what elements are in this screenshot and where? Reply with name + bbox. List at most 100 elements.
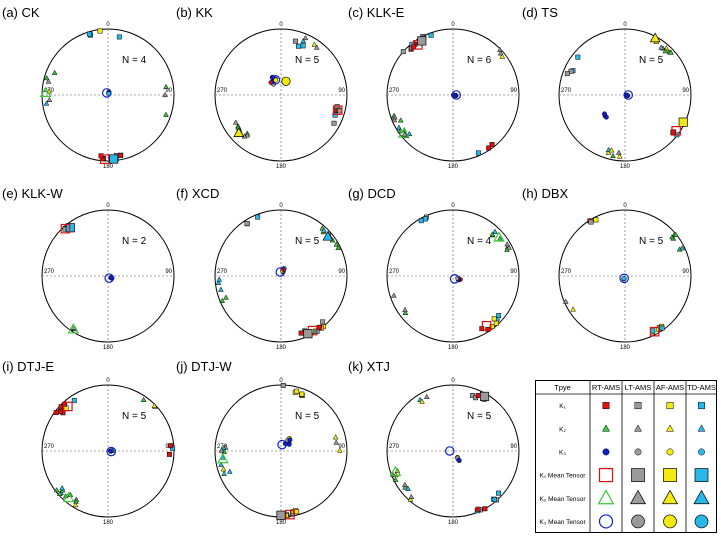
symbol-legend: Tpye RT-AMS LT-AMS AF-AMS TD-AMS K₁ K₂ K₃ K₁ Mea…	[535, 380, 717, 533]
k1-mean-tensor	[63, 401, 73, 412]
stereonet-panel: 0 180 90 270 N = 5	[205, 19, 357, 176]
degree-label-west: 270	[217, 88, 228, 94]
legend-row-label: K₁ Mean Tensor	[540, 473, 587, 480]
degree-label-east: 90	[165, 88, 172, 94]
k1-mean-tensor	[65, 223, 75, 233]
legend-k2m-td-symbol	[693, 489, 710, 505]
k2-axis-point	[216, 276, 223, 282]
k1-axis-point	[486, 145, 492, 151]
k2-axis-point	[402, 309, 409, 315]
legend-k3m-td-symbol	[694, 514, 709, 529]
k2-axis-point	[219, 297, 226, 303]
panel-title: (k) XTJ	[348, 359, 390, 374]
k1-axis-point	[476, 150, 481, 156]
k1-axis-point	[575, 54, 581, 60]
k1-mean-tensor	[285, 509, 295, 520]
k1-axis-point	[475, 393, 481, 398]
legend-k2m-rt-symbol	[597, 489, 615, 505]
k1-axis-point	[400, 49, 406, 55]
legend-k1-td-symbol	[698, 402, 705, 410]
k2-axis-point	[46, 96, 53, 102]
principal-axes	[562, 217, 686, 337]
k3-axis-point	[287, 437, 293, 443]
k1-axis-point	[116, 34, 122, 40]
k1-axis-point	[418, 218, 424, 224]
k1-axis-point	[317, 324, 323, 330]
k2-axis-point	[51, 69, 58, 75]
k2-axis-point	[333, 439, 340, 445]
legend-k2-rt-symbol	[602, 424, 610, 432]
panel-title: (i) DTJ-E	[2, 359, 54, 374]
k1-axis-point	[428, 32, 434, 38]
k2-axis-point	[570, 306, 576, 312]
sample-count: N = 5	[639, 55, 664, 66]
k2-axis-point	[610, 152, 616, 159]
k1-axis-point	[255, 214, 261, 220]
k1-axis-point	[593, 217, 599, 223]
k2-mean-tensor	[322, 230, 334, 241]
legend-row-label: K₃	[559, 449, 566, 456]
legend-k1m-lt-symbol	[631, 468, 645, 482]
sample-count: N = 5	[295, 55, 320, 66]
k1-axis-point	[475, 506, 481, 512]
k1-axis-point	[331, 120, 337, 126]
k2-axis-point	[226, 468, 233, 474]
k1-mean-tensor	[481, 320, 492, 331]
legend-k3-rt-symbol	[602, 448, 610, 456]
k2-axis-point	[391, 292, 397, 298]
principal-axes	[391, 32, 506, 156]
stereonet-svg: 0 180 90 270 N = 5	[214, 203, 348, 351]
panel-title: (b) KK	[176, 5, 213, 20]
k1-axis-point	[496, 313, 502, 318]
k3-mean-tensor	[275, 267, 286, 277]
k1-axis-point	[496, 490, 502, 496]
panel-title: (e) KLK-W	[2, 186, 63, 201]
k3-axis-point	[286, 441, 292, 447]
k2-axis-point	[218, 286, 224, 292]
k1-axis-point	[58, 408, 63, 414]
k2-mean-tensor	[67, 323, 80, 334]
degree-label-east: 90	[165, 269, 172, 275]
k2-axis-point	[332, 434, 339, 440]
panel-title: (g) DCD	[348, 186, 396, 201]
k2-axis-point	[497, 50, 504, 56]
k2-mean-tensor	[216, 452, 229, 464]
legend-k1m-af-symbol	[663, 468, 677, 482]
degree-label-south: 180	[103, 345, 114, 351]
k2-axis-point	[53, 486, 60, 493]
k2-axis-point	[497, 46, 503, 52]
k1-axis-point	[294, 388, 300, 394]
k1-axis-point	[53, 410, 59, 416]
degree-label-south: 180	[448, 345, 459, 351]
k2-axis-point	[336, 447, 343, 453]
legend-k1-af-symbol	[666, 402, 674, 410]
degree-label-west: 270	[389, 269, 400, 275]
legend-header: AF-AMS	[656, 383, 684, 392]
k1-axis-point	[588, 219, 594, 225]
k2-axis-point	[401, 131, 408, 137]
stereonet-svg: 0 180 90 270 N = 5	[558, 22, 692, 170]
sample-count: N = 6	[467, 55, 492, 66]
stereonet-svg: 0 180 90 270 N = 2	[41, 203, 175, 351]
legend-k2-af-symbol	[666, 424, 674, 432]
k1-axis-point	[422, 216, 428, 222]
k2-axis-point	[163, 83, 169, 89]
k2-mean-tensor	[39, 86, 52, 97]
k3-axis-point	[621, 275, 627, 281]
k3-axis-point	[108, 448, 114, 454]
k1-axis-point	[491, 316, 497, 322]
k3-mean-tensor	[281, 76, 291, 86]
legend-k1m-td-symbol	[694, 468, 709, 482]
sample-count: N = 5	[295, 236, 320, 247]
stereonet-panel: 0 180 90 270 N = 5	[377, 375, 529, 532]
legend-k3-lt-symbol	[634, 448, 642, 456]
degree-label-west: 270	[561, 88, 572, 94]
stereonet-svg: 0 180 90 270 N = 4	[386, 203, 520, 351]
stereonet-svg: 0 180 90 270 N = 5	[214, 378, 348, 526]
degree-label-east: 90	[338, 269, 345, 275]
k2-axis-point	[668, 49, 674, 55]
sample-count: N = 5	[122, 411, 147, 422]
degree-label-north: 0	[279, 22, 283, 28]
